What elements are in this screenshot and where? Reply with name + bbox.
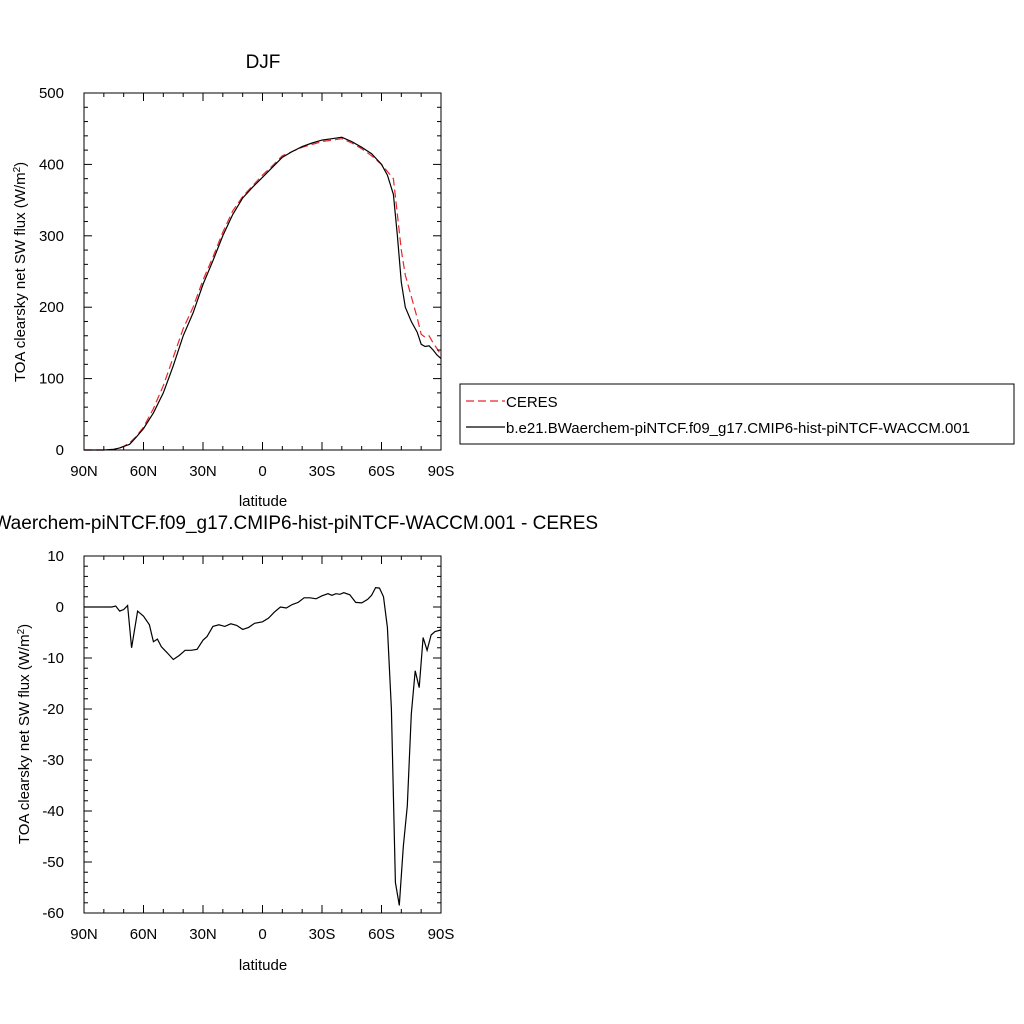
series-line-1 [84,136,442,451]
top-chart-panel: DJF 90N 60N 30N 0 30S 60S 90S0100200300400500 … [12,52,1015,510]
y-tick-label: -30 [42,752,64,769]
plot-frame [83,92,442,451]
x-tick-label: 30S [309,926,336,943]
y-tick-label: 0 [56,599,64,616]
y-tick-label: 100 [39,371,64,388]
y-tick-label: 300 [39,228,64,245]
x-tick-label: 30N [189,926,217,943]
bottom-chart-panel: b.e21.BWaerchem-piNTCF.f09_g17.CMIP6-his… [0,513,598,974]
y-tick-label: 500 [39,85,64,102]
y-tick-label: -20 [42,701,64,718]
y-tick-label: -60 [42,905,64,922]
chart-title: DJF [246,52,281,73]
x-tick-label: 60N [130,926,158,943]
x-tick-label: 90S [428,926,455,943]
y-tick-label: -10 [42,650,64,667]
legend-label-ceres: CERES [506,394,558,411]
x-tick-label: 30S [309,463,336,480]
plot-frame [83,555,442,914]
legend-box [459,383,1015,445]
x-tick-label: 60N [130,463,158,480]
x-axis-label: latitude [239,957,287,974]
legend-label-model: b.e21.BWaerchem-piNTCF.f09_g17.CMIP6-his… [506,420,970,437]
x-tick-label: 0 [258,463,266,480]
legend: CERES b.e21.BWaerchem-piNTCF.f09_g17.CMI… [459,383,1015,445]
x-tick-label: 0 [258,926,266,943]
y-tick-label: 200 [39,299,64,316]
y-axis-label: TOA clearsky net SW flux (W/m2) [12,162,30,382]
y-tick-label: 0 [56,442,64,459]
y-tick-label: 10 [47,548,64,565]
y-tick-label: 400 [39,156,64,173]
x-tick-label: 90S [428,463,455,480]
series-line-0 [84,138,442,451]
x-tick-label: 90N [70,926,98,943]
y-tick-label: -50 [42,854,64,871]
y-tick-label: -40 [42,803,64,820]
chart-title: b.e21.BWaerchem-piNTCF.f09_g17.CMIP6-his… [0,513,598,534]
x-tick-label: 60S [368,926,395,943]
series-line-0 [84,586,442,906]
x-tick-label: 90N [70,463,98,480]
y-axis-label: TOA clearsky net SW flux (W/m2) [16,624,34,844]
x-axis-label: latitude [239,493,287,510]
x-tick-label: 60S [368,463,395,480]
x-tick-label: 30N [189,463,217,480]
